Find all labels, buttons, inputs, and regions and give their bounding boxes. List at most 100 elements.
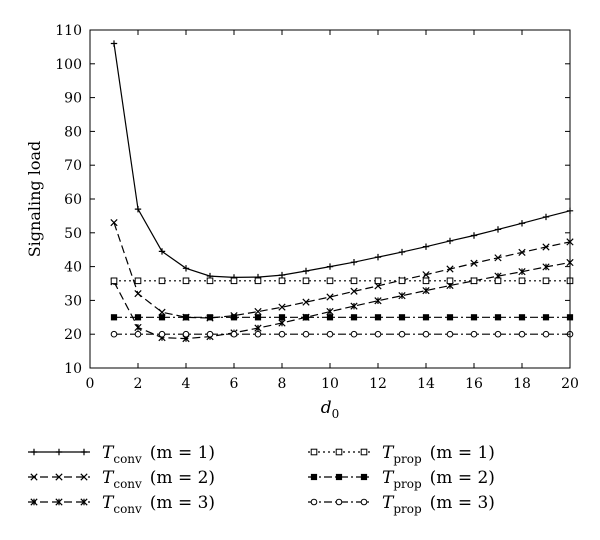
- legend-label-subscript: conv: [113, 502, 142, 516]
- data-point: [326, 293, 334, 301]
- data-point: [310, 448, 318, 456]
- data-point: [158, 277, 166, 285]
- data-point: [350, 314, 358, 321]
- data-point: [542, 243, 550, 251]
- data-point: [350, 302, 358, 310]
- data-point: [446, 237, 454, 245]
- y-tick-label: 90: [64, 91, 82, 107]
- legend-item-1: Tconv (m = 1): [28, 443, 215, 466]
- data-point: [278, 319, 286, 327]
- legend-label-subscript: prop: [393, 477, 422, 491]
- data-point: [302, 277, 310, 285]
- data-point: [110, 330, 118, 338]
- y-axis-label: Signaling load: [25, 141, 44, 258]
- legend-label: Tprop (m = 3): [382, 493, 495, 516]
- data-point: [518, 248, 526, 257]
- x-axis-label: d0: [321, 398, 340, 421]
- legend-item-3: Tconv (m = 3): [28, 493, 215, 516]
- data-point: [470, 314, 478, 321]
- data-point: [310, 473, 318, 481]
- data-point: [134, 277, 142, 285]
- x-tick-label: 16: [465, 376, 483, 392]
- y-tick-label: 10: [64, 361, 82, 377]
- plot-area: [110, 40, 574, 343]
- data-point: [206, 277, 214, 285]
- legend-label-params: (m = 2): [430, 468, 495, 488]
- data-point: [518, 220, 526, 227]
- data-point: [182, 314, 190, 321]
- series-line: [113, 43, 571, 279]
- data-point: [374, 277, 382, 285]
- data-point: [350, 259, 358, 266]
- legend-label-params: (m = 1): [430, 443, 495, 463]
- series-6: [110, 330, 574, 338]
- data-point: [494, 330, 502, 338]
- data-point: [134, 323, 142, 332]
- data-point: [470, 232, 478, 239]
- data-point: [446, 277, 454, 285]
- data-point: [278, 277, 286, 285]
- legend-label-params: (m = 1): [150, 443, 215, 463]
- x-tick-label: 6: [230, 376, 239, 392]
- x-tick-label: 18: [513, 376, 531, 392]
- data-point: [302, 267, 310, 275]
- y-tick-label: 30: [64, 293, 82, 309]
- legend-label-subscript: conv: [113, 452, 142, 466]
- data-point: [182, 277, 190, 285]
- legend-item-4: Tprop (m = 1): [308, 443, 495, 466]
- legend-label: Tprop (m = 2): [382, 468, 495, 491]
- data-point: [230, 330, 238, 338]
- data-point: [374, 253, 382, 261]
- legend-item-5: Tprop (m = 2): [308, 468, 495, 491]
- series-5: [110, 314, 574, 321]
- data-point: [542, 277, 550, 285]
- data-point: [134, 330, 142, 338]
- data-point: [30, 498, 38, 506]
- legend-label-main: T: [102, 468, 115, 488]
- data-point: [206, 330, 214, 338]
- data-point: [302, 314, 310, 321]
- x-tick-label: 14: [417, 376, 435, 392]
- data-point: [398, 277, 406, 285]
- data-point: [350, 277, 358, 285]
- data-point: [422, 330, 430, 338]
- data-point: [350, 330, 358, 338]
- data-point: [30, 473, 38, 481]
- data-point: [55, 473, 63, 481]
- data-point: [374, 330, 382, 338]
- data-point: [494, 254, 502, 262]
- data-point: [230, 314, 238, 321]
- data-point: [518, 277, 526, 285]
- data-point: [542, 330, 550, 338]
- data-point: [206, 314, 214, 321]
- y-tick-label: 80: [64, 124, 82, 140]
- data-point: [310, 498, 318, 506]
- data-point: [55, 498, 63, 506]
- data-point: [254, 277, 262, 285]
- data-point: [335, 498, 343, 506]
- data-point: [470, 259, 478, 267]
- data-point: [398, 248, 406, 256]
- data-point: [542, 213, 550, 221]
- legend-label-params: (m = 2): [150, 468, 215, 488]
- y-tick-label: 110: [55, 23, 82, 39]
- axes: 0 2 4 6 8 10 12 14 16 18 20 10 20 30 40 50 60 70 80 90 100 11…: [55, 23, 579, 392]
- x-tick-label: 2: [134, 376, 143, 392]
- legend-label-subscript: prop: [393, 452, 422, 466]
- data-point: [494, 314, 502, 321]
- legend: Tconv (m = 1)Tconv (m = 2)Tconv (m = 3)Tpro…: [28, 443, 495, 516]
- data-point: [110, 277, 118, 285]
- x-tick-label: 10: [321, 376, 339, 392]
- data-point: [182, 330, 190, 338]
- data-point: [254, 314, 262, 321]
- data-point: [182, 265, 190, 272]
- data-point: [278, 314, 286, 321]
- data-point: [360, 448, 368, 456]
- legend-label-subscript: conv: [113, 477, 142, 491]
- data-point: [80, 448, 88, 456]
- data-point: [422, 243, 430, 250]
- data-point: [230, 277, 238, 285]
- data-point: [518, 330, 526, 338]
- x-axis-label-subscript: 0: [332, 407, 340, 421]
